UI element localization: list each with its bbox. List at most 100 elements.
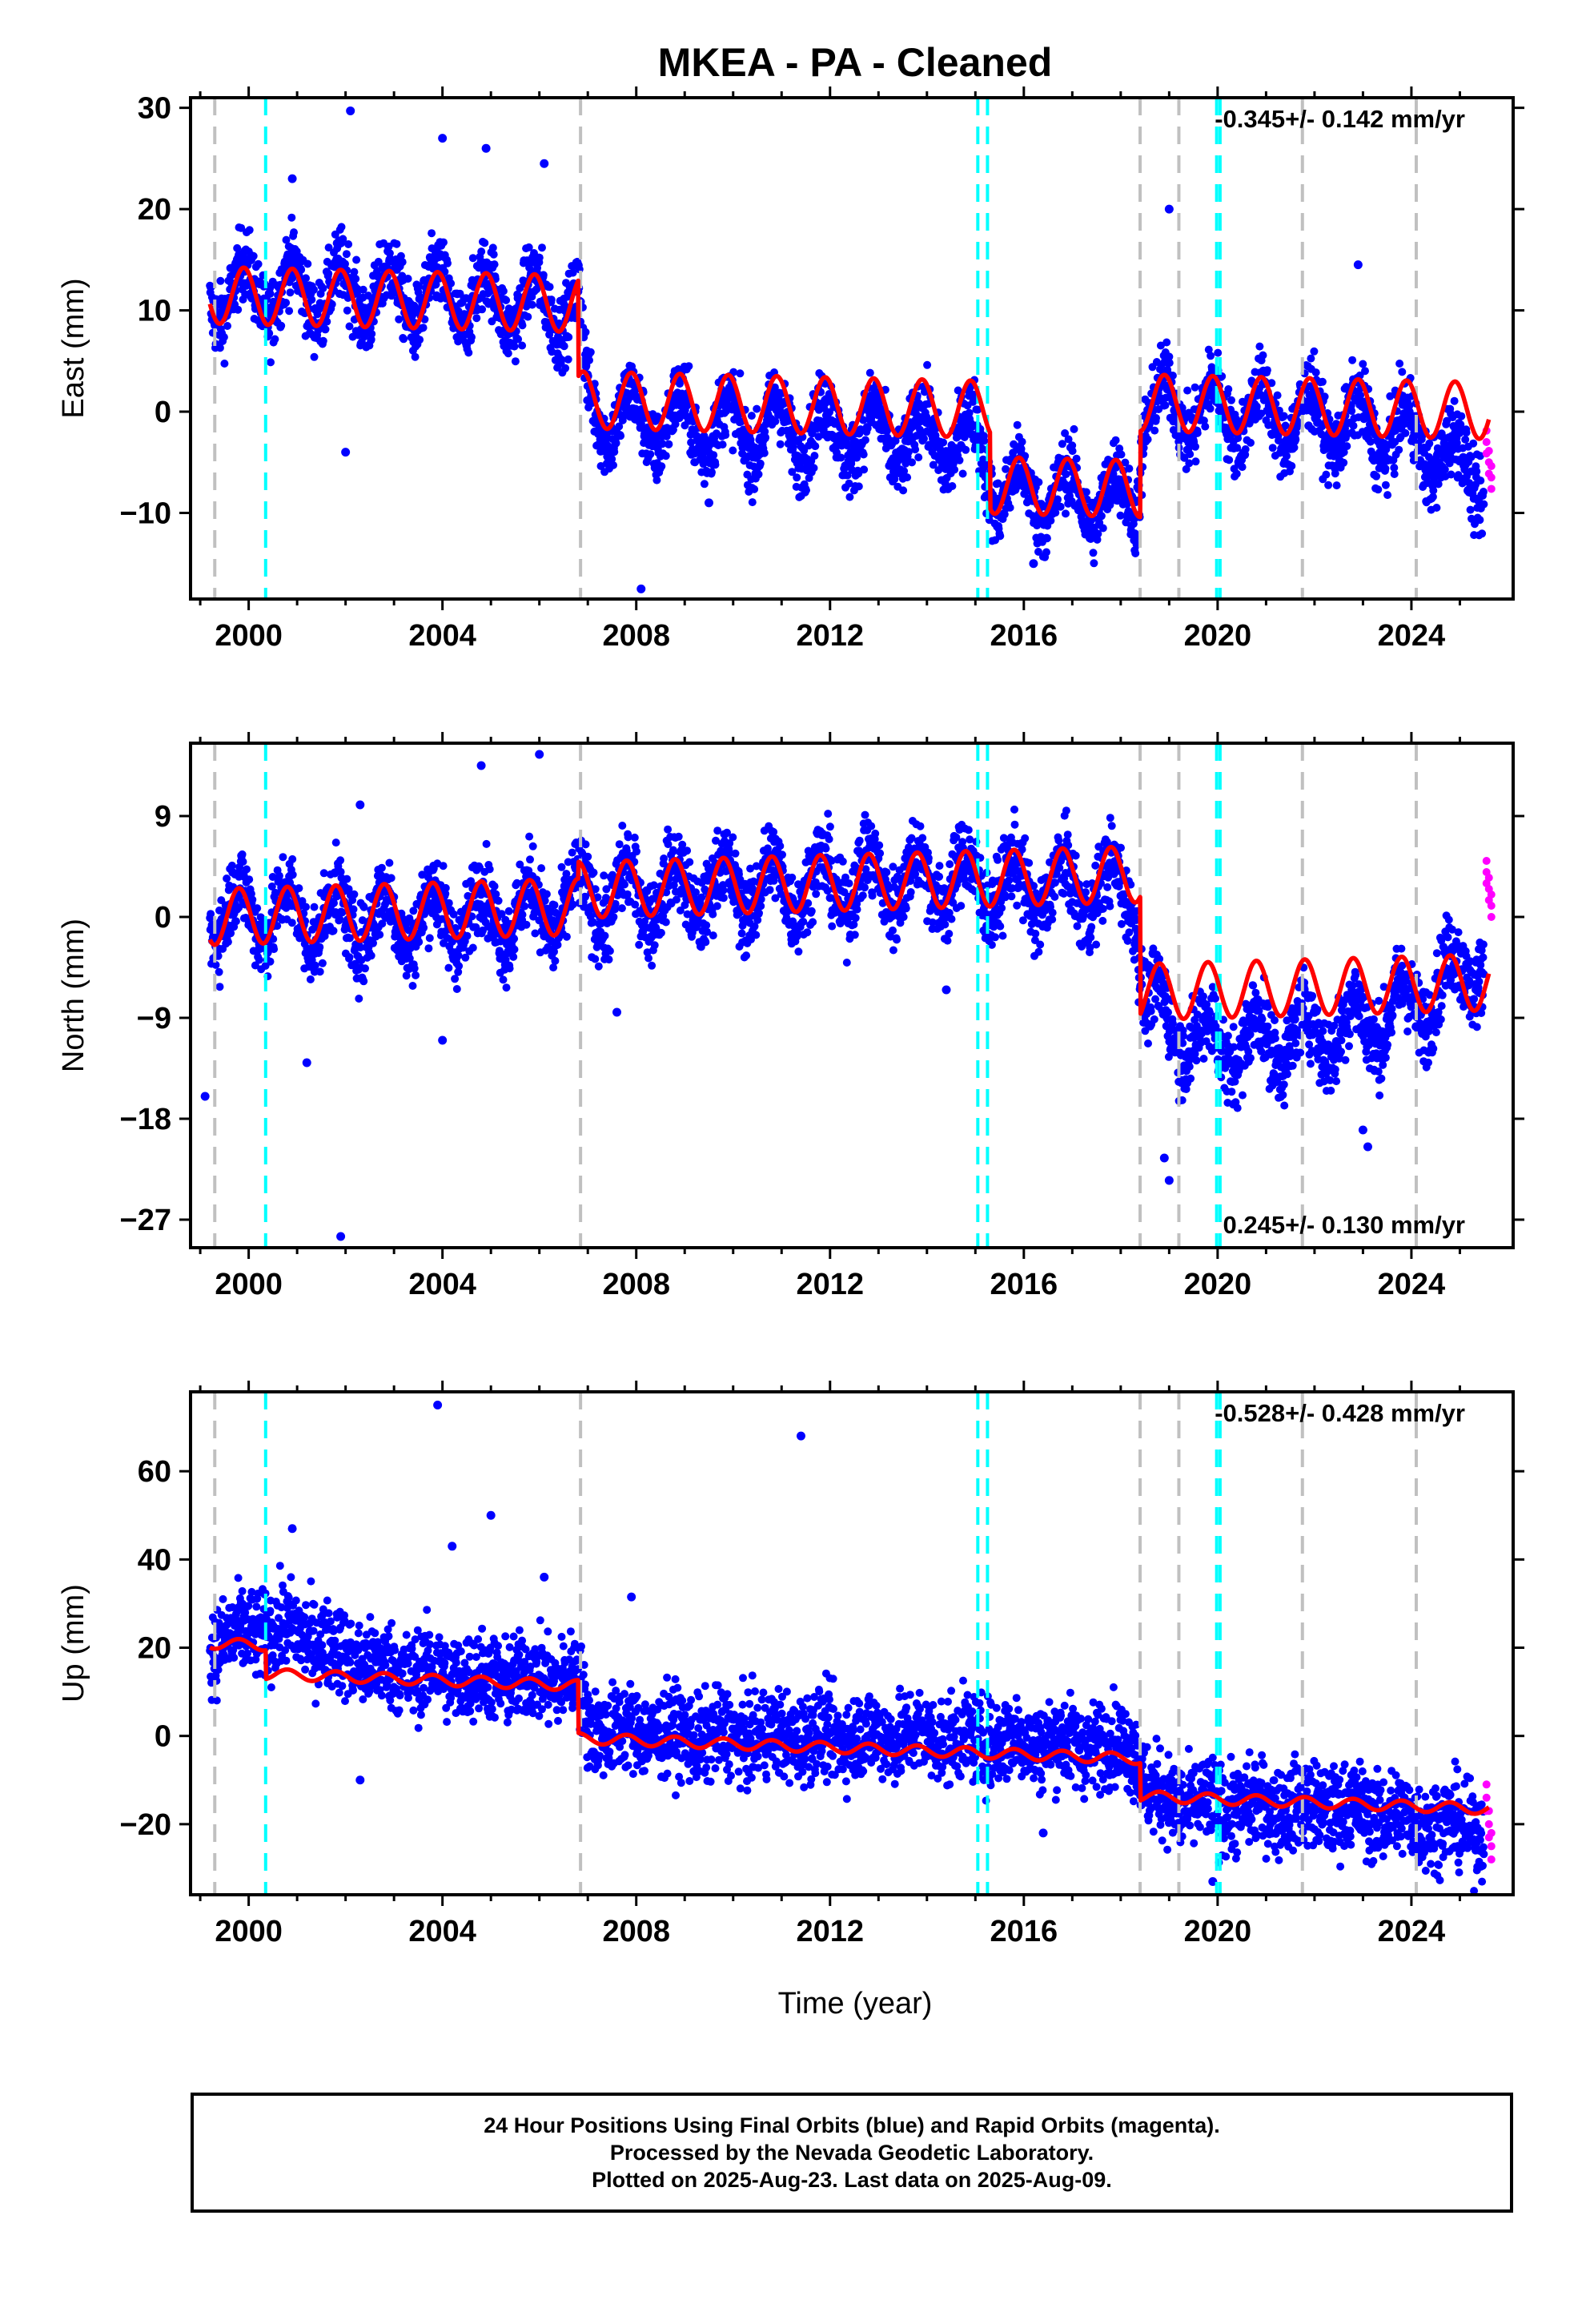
final-orbit-point [610,448,619,456]
final-orbit-point [490,882,499,891]
final-orbit-point [444,963,453,972]
final-orbit-point [612,439,620,448]
x-tick-label: 2024 [1378,619,1446,653]
final-orbit-point [297,265,306,274]
final-orbit-point [243,865,251,874]
final-orbit-point [341,259,349,268]
final-orbit-point [324,243,333,252]
rapid-orbit-point [1487,485,1496,493]
final-orbit-point [499,975,508,984]
final-orbit-point [1232,469,1241,478]
final-orbit-point [318,959,327,967]
final-orbit-point [658,440,667,448]
final-orbit-point [1143,435,1152,444]
final-orbit-point [635,940,644,949]
final-orbit-point [661,452,670,460]
final-orbit-point [1332,481,1341,490]
final-orbit-point [958,469,967,478]
final-orbit-point [1429,486,1438,495]
final-orbit-point [615,840,624,849]
final-orbit-point [502,296,511,304]
final-orbit-point [440,238,448,247]
final-orbit-point [310,352,319,361]
final-orbit-point [480,239,489,247]
final-orbit-point [1381,480,1390,489]
final-orbit-point [1372,472,1381,480]
final-orbit-point [337,223,346,231]
final-orbit-point [266,289,275,298]
final-orbit-point [547,296,556,304]
final-orbit-point [1191,383,1199,392]
final-orbit-point [1268,444,1277,452]
final-orbit-point [754,470,763,479]
final-orbit-point [903,473,912,482]
final-orbit-point [1469,439,1478,448]
final-orbit-point [387,292,396,300]
final-orbit-point [539,271,548,279]
outlier-point [1353,260,1363,270]
final-orbit-point [468,254,477,263]
final-orbit-point [708,468,716,476]
velocity-label: -0.345+/- 0.142 mm/yr [1215,105,1465,133]
final-orbit-point [277,321,286,330]
final-orbit-point [557,862,566,871]
final-orbit-point [1311,368,1320,377]
final-orbit-point [589,868,598,877]
final-orbit-point [343,875,351,883]
final-orbit-point [287,213,296,222]
outlier-point [346,106,355,115]
final-orbit-point [594,962,603,971]
rapid-orbit-point [1487,473,1496,482]
final-orbit-point [1125,464,1134,473]
final-orbit-point [564,355,572,364]
final-orbit-point [1331,469,1339,478]
final-orbit-point [550,901,559,910]
final-orbit-point [616,432,625,440]
final-orbit-point [499,287,508,296]
final-orbit-point [923,360,932,369]
plot-area [206,98,1496,599]
panel-east: 2000 2004 2008 2012 2016 2020 2024−100102030Ea… [57,86,1524,653]
final-orbit-point [996,532,1005,541]
final-orbit-point [1238,463,1247,472]
final-orbit-point [315,943,324,951]
final-orbit-point [410,964,419,973]
y-axis-label: East (mm) [57,278,90,418]
final-orbit-point [432,280,440,289]
outlier-point [287,174,297,183]
final-orbit-point [490,260,499,269]
final-orbit-point [1310,347,1319,356]
final-orbit-point [528,300,536,309]
final-orbit-point [1161,401,1170,410]
final-orbit-point [1056,502,1065,511]
final-orbit-point [359,285,367,294]
final-orbit-point [319,336,327,345]
final-orbit-point [518,341,527,350]
final-orbit-point [404,275,412,283]
final-orbit-point [238,850,247,858]
final-orbit-point [1390,470,1399,478]
final-orbit-point [551,956,560,965]
final-orbit-point [1283,452,1291,460]
final-orbit-point [343,306,351,315]
final-orbit-point [219,333,228,341]
final-orbit-point [776,440,785,448]
final-orbit-point [899,486,908,495]
final-orbit-point [248,895,257,904]
final-orbit-point [1006,503,1014,512]
final-orbit-point [1207,352,1215,360]
final-orbit-point [524,243,533,251]
final-orbit-point [287,919,296,927]
final-orbit-point [652,476,661,485]
final-orbit-point [518,321,527,330]
final-orbit-point [342,250,351,259]
final-orbit-point [687,438,696,447]
final-orbit-point [514,335,523,344]
final-orbit-point [444,899,453,907]
final-orbit-point [709,451,718,460]
final-orbit-point [511,357,520,366]
outlier-point [540,159,549,168]
final-orbit-point [223,938,232,947]
final-orbit-point [664,825,673,834]
final-orbit-point [428,229,436,238]
